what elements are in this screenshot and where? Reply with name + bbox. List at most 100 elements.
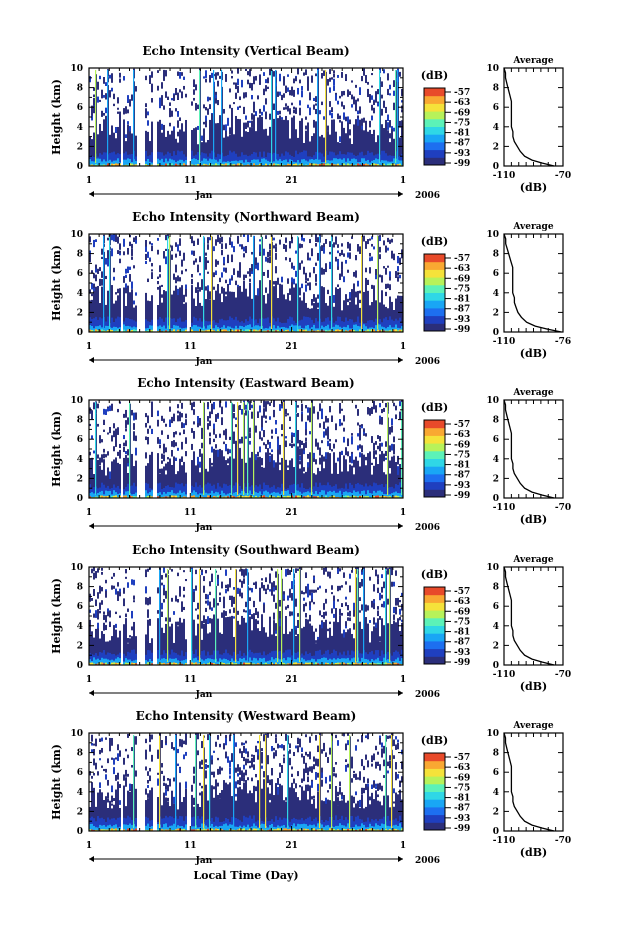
heatmap-field xyxy=(89,400,403,498)
colorbar-swatch xyxy=(424,134,445,143)
profile-y-tick: 8 xyxy=(493,583,499,593)
colorbar-swatch xyxy=(424,466,445,475)
colorbar-swatch xyxy=(424,118,445,127)
colorbar-swatch xyxy=(424,753,445,762)
profile-y-tick: 0 xyxy=(493,328,499,338)
colorbar-unit: (dB) xyxy=(421,568,448,581)
colorbar-tick-label: -57 xyxy=(454,420,470,430)
colorbar-swatch xyxy=(424,435,445,444)
colorbar-swatch xyxy=(424,617,445,626)
x-tick-label: 1 xyxy=(86,508,92,518)
colorbar: (dB) -57-63-69-75-81-87-93-99 xyxy=(421,734,470,834)
profile-x-tick: -76 xyxy=(555,337,571,347)
year-label: 2006 xyxy=(415,856,440,866)
colorbar-tick-label: -63 xyxy=(454,430,470,440)
x-tick-label: 1 xyxy=(400,508,406,518)
colorbar-tick-label: -57 xyxy=(454,88,470,98)
profile-line xyxy=(503,233,562,333)
average-profile: Average 0 2 4 6 8 10 -110 -76 (dB) xyxy=(486,222,571,360)
colorbar: (dB) -57-63-69-75-81-87-93-99 xyxy=(421,69,470,169)
profile-x-tick: -110 xyxy=(493,836,516,846)
colorbar-swatch xyxy=(424,254,445,263)
y-tick-label: 0 xyxy=(77,661,83,671)
y-tick-label: 8 xyxy=(77,416,83,426)
profile-x-label: (dB) xyxy=(520,347,547,360)
colorbar-tick-label: -99 xyxy=(454,325,470,335)
colorbar-swatch xyxy=(424,822,445,831)
profile-x-tick: -110 xyxy=(493,171,516,181)
colorbar-unit: (dB) xyxy=(421,235,448,248)
profile-y-tick: 6 xyxy=(493,768,499,778)
colorbar-swatch xyxy=(424,640,445,650)
colorbar-unit: (dB) xyxy=(421,401,448,414)
panel-title: Echo Intensity (Eastward Beam) xyxy=(137,376,354,390)
colorbar-swatch xyxy=(424,602,445,611)
x-tick-label: 1 xyxy=(86,841,92,851)
colorbar-swatch xyxy=(424,481,445,490)
colorbar-swatch xyxy=(424,284,445,293)
colorbar-tick-label: -93 xyxy=(454,814,470,824)
profile-y-tick: 6 xyxy=(493,602,499,612)
colorbar-tick-label: -57 xyxy=(454,753,470,763)
colorbar-tick-label: -75 xyxy=(454,783,470,793)
y-tick-label: 0 xyxy=(77,494,83,504)
colorbar: (dB) -57-63-69-75-81-87-93-99 xyxy=(421,401,470,501)
x-tick-label: 1 xyxy=(400,176,406,186)
colorbar-swatch xyxy=(424,776,445,785)
y-tick-label: 0 xyxy=(77,328,83,338)
colorbar-swatch xyxy=(424,95,445,104)
colorbar-swatch xyxy=(424,594,445,603)
x-tick-label: 1 xyxy=(400,342,406,352)
y-tick-label: 10 xyxy=(70,396,83,406)
y-tick-label: 10 xyxy=(70,563,83,573)
profile-title: Average xyxy=(512,555,553,565)
panel-title: Echo Intensity (Southward Beam) xyxy=(132,543,360,557)
profile-x-tick: -110 xyxy=(493,337,516,347)
colorbar-tick-label: -75 xyxy=(454,284,470,294)
colorbar-tick-label: -69 xyxy=(454,108,470,118)
y-axis-label: Height (km) xyxy=(50,245,63,321)
colorbar-tick-label: -81 xyxy=(454,295,470,305)
profile-y-tick: 10 xyxy=(486,563,499,573)
profile-y-tick: 2 xyxy=(493,807,499,817)
x-tick-label: 11 xyxy=(184,841,197,851)
colorbar-swatch xyxy=(424,427,445,436)
profile-line xyxy=(503,399,555,499)
colorbar-tick-label: -75 xyxy=(454,118,470,128)
colorbar-swatch xyxy=(424,633,445,642)
colorbar-swatch xyxy=(424,768,445,777)
colorbar-tick-label: -63 xyxy=(454,98,470,108)
colorbar-swatch xyxy=(424,307,445,317)
colorbar-swatch xyxy=(424,269,445,278)
profile-frame xyxy=(503,67,564,167)
profile-y-tick: 2 xyxy=(493,641,499,651)
y-tick-label: 8 xyxy=(77,250,83,260)
y-tick-label: 2 xyxy=(77,142,83,152)
colorbar-tick-label: -93 xyxy=(454,481,470,491)
x-tick-label: 11 xyxy=(184,508,197,518)
y-tick-label: 6 xyxy=(77,269,83,279)
colorbar-swatch xyxy=(424,587,445,596)
y-tick-label: 4 xyxy=(77,788,83,798)
y-tick-label: 6 xyxy=(77,435,83,445)
profile-y-tick: 8 xyxy=(493,416,499,426)
colorbar-tick-label: -69 xyxy=(454,607,470,617)
y-tick-label: 8 xyxy=(77,583,83,593)
y-axis-label: Height (km) xyxy=(50,79,63,155)
x-tick-label: 21 xyxy=(285,342,298,352)
profile-line xyxy=(503,67,555,167)
colorbar-swatch xyxy=(424,625,445,634)
profile-y-tick: 0 xyxy=(493,494,499,504)
colorbar-swatch xyxy=(424,126,445,135)
colorbar-swatch xyxy=(424,799,445,808)
average-profile: Average 0 2 4 6 8 10 -110 -70 (dB) xyxy=(486,721,571,859)
colorbar-swatch xyxy=(424,814,445,823)
month-label: Jan xyxy=(195,357,213,367)
colorbar-tick-label: -81 xyxy=(454,129,470,139)
colorbar-swatch xyxy=(424,292,445,301)
profile-frame xyxy=(503,566,564,666)
panel-title: Echo Intensity (Northward Beam) xyxy=(132,210,360,224)
colorbar-tick-label: -81 xyxy=(454,461,470,471)
y-tick-label: 4 xyxy=(77,123,83,133)
